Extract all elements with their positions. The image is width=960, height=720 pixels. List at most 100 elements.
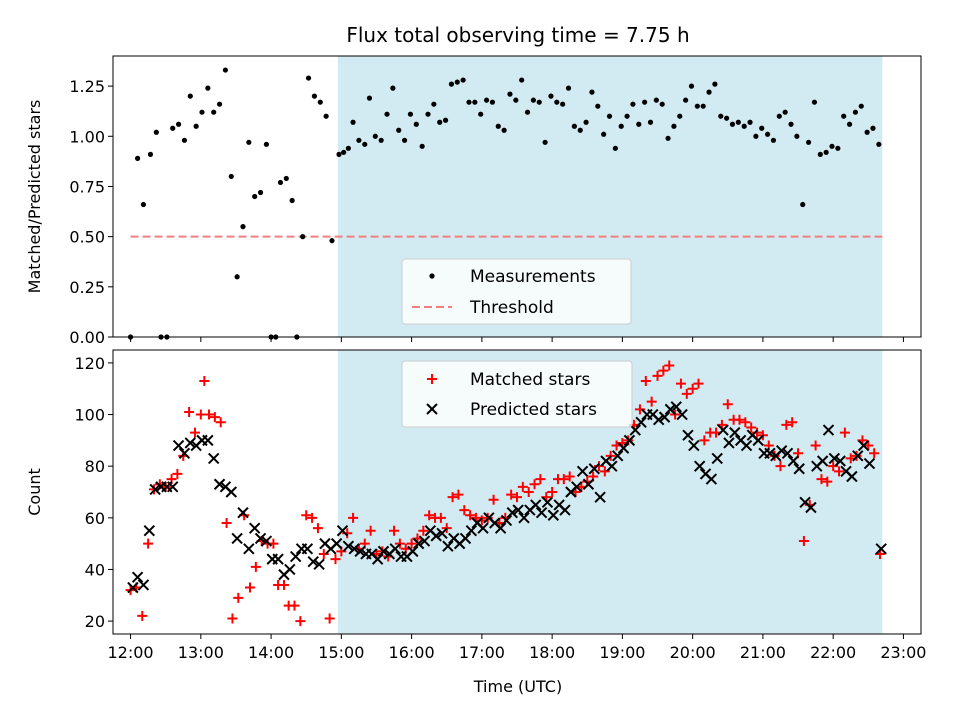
predicted-star-point (571, 481, 583, 493)
legend-box (401, 360, 633, 428)
y-axis-label: Count (25, 468, 44, 516)
x-tick-label: 19:00 (599, 643, 645, 662)
predicted-star-point (336, 525, 349, 537)
x-tick-label: 20:00 (670, 643, 716, 662)
matched-star-point (529, 479, 540, 490)
matched-star-point (189, 427, 200, 438)
predicted-star-point (137, 579, 150, 591)
predicted-star-point (213, 478, 226, 490)
predicted-star-point (518, 512, 530, 524)
predicted-star-point (207, 452, 220, 465)
x-tick-label: 16:00 (389, 643, 435, 662)
matched-star-point (740, 417, 751, 428)
measurement-point (147, 151, 154, 157)
predicted-star-point (729, 426, 741, 439)
matched-star-point (389, 525, 400, 536)
predicted-star-point (442, 540, 454, 552)
predicted-star-point (348, 543, 360, 555)
predicted-star-point (816, 455, 829, 467)
measurement-point (724, 115, 730, 121)
x-tick-label: 23:00 (880, 643, 926, 662)
matched-star-point (424, 510, 435, 521)
measurement-point (729, 121, 736, 127)
measurement-point (665, 135, 671, 141)
measurement-point (759, 125, 765, 131)
measurement-point (718, 113, 724, 119)
matched-star-point (295, 616, 306, 627)
measurement-point (659, 101, 665, 107)
measurement-point (589, 89, 595, 95)
predicted-star-point (202, 434, 214, 447)
predicted-star-point (143, 525, 156, 537)
measurement-point (677, 113, 683, 119)
measurement-point (823, 149, 829, 155)
y-tick-label: 80 (85, 457, 105, 476)
matched-star-point (775, 461, 786, 472)
measurement-point (770, 137, 777, 143)
measurement-point (390, 85, 396, 91)
predicted-star-point (436, 527, 448, 540)
predicted-star-point (231, 532, 243, 545)
measurement-point (764, 131, 771, 137)
matched-star-point (675, 378, 686, 389)
predicted-star-point (740, 439, 753, 452)
matched-star-point (512, 492, 522, 503)
matched-star-point (693, 378, 704, 389)
matched-star-point (810, 440, 821, 451)
matched-star-point (418, 525, 429, 536)
matched-star-point (646, 396, 657, 407)
predicted-star-point (506, 506, 519, 519)
matched-star-point (453, 489, 464, 500)
matched-star-point (687, 383, 698, 394)
measurement-point (431, 101, 437, 107)
matched-star-point (204, 409, 215, 420)
predicted-star-point (167, 481, 179, 493)
measurement-point (345, 145, 351, 151)
matched-star-point (798, 536, 809, 547)
predicted-star-point (225, 486, 237, 498)
y-tick-label: 0.50 (69, 228, 105, 247)
predicted-star-point (576, 465, 589, 478)
predicted-star-point (559, 504, 571, 516)
predicted-star-point (184, 437, 196, 449)
measurement-point (805, 139, 812, 145)
matched-star-point (289, 600, 300, 611)
matched-star-point (664, 360, 675, 371)
legend-matched-marker (427, 374, 437, 384)
y-tick-label: 0.25 (69, 278, 105, 297)
y-tick-label: 0.00 (69, 328, 105, 347)
predicted-star-point (693, 460, 706, 472)
y-tick-label: 0.75 (69, 177, 105, 196)
legend-predicted-marker (426, 403, 438, 415)
measurement-point (448, 81, 455, 87)
measurement-point (472, 99, 478, 105)
measurement-point (647, 119, 654, 125)
predicted-star-point (629, 424, 641, 436)
matched-star-point (233, 592, 244, 603)
legend-measurement-marker (429, 273, 435, 279)
predicted-star-point (863, 457, 876, 470)
x-tick-label: 18:00 (529, 643, 575, 662)
matched-star-point (137, 610, 148, 621)
measurement-point (864, 129, 870, 135)
predicted-star-point (658, 411, 671, 423)
predicted-star-point (307, 556, 319, 568)
matched-star-point (816, 474, 827, 485)
measurement-point (688, 83, 695, 89)
predicted-star-point (828, 452, 841, 465)
predicted-star-point (178, 447, 191, 459)
matched-star-point (828, 461, 839, 472)
matched-star-point (599, 466, 610, 477)
measurement-point (277, 179, 284, 186)
matched-star-point (658, 365, 669, 376)
measurement-point (211, 109, 217, 115)
matched-star-point (781, 419, 792, 430)
predicted-star-point (676, 408, 688, 421)
predicted-star-point (530, 499, 542, 511)
matched-star-point (184, 406, 195, 417)
legend-measurements-label: Measurements (470, 267, 596, 287)
figure-title: Flux total observing time = 7.75 h (346, 23, 689, 47)
measurement-point (134, 155, 141, 161)
measurement-point (542, 139, 548, 145)
